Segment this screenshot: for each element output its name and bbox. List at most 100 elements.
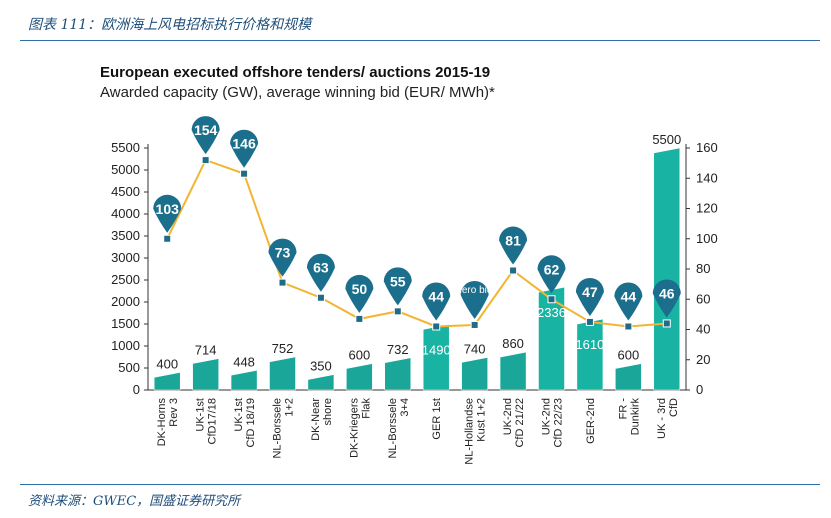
capacity-bar-label: 714 bbox=[195, 343, 217, 358]
x-axis-category-label: NL-Borssele 3+4 bbox=[387, 398, 411, 459]
x-axis-category-label: UK - 3rd CfD bbox=[656, 398, 680, 439]
bid-price-label: 44 bbox=[428, 288, 444, 304]
bid-price-marker bbox=[163, 234, 172, 243]
bid-price-bubble bbox=[537, 255, 566, 294]
left-axis-tick-label: 4500 bbox=[111, 184, 140, 199]
bid-price-line bbox=[166, 158, 667, 328]
x-axis-category-label-line: DK-Kriegers bbox=[348, 398, 360, 458]
capacity-bar-label: 600 bbox=[618, 348, 640, 363]
bid-price-label: 44 bbox=[621, 288, 637, 304]
x-axis-category-label: GER 1st bbox=[431, 398, 443, 440]
left-axis-tick-label: 5500 bbox=[111, 140, 140, 155]
x-axis-category-label: NL-Borssele 1+2 bbox=[272, 398, 296, 459]
capacity-bar bbox=[461, 357, 488, 391]
combo-chart: 0500100015002000250030003500400045005000… bbox=[111, 116, 718, 465]
capacity-bar bbox=[653, 147, 681, 391]
bid-price-bubble bbox=[191, 116, 220, 155]
x-axis-category-label: DK-Horns Rev 3 bbox=[156, 398, 180, 447]
figure-source: 资料来源：GWEC，国盛证券研究所 bbox=[28, 494, 241, 509]
capacity-bar bbox=[346, 363, 373, 391]
x-axis-category-label: UK-1st CfD 18/19 bbox=[233, 398, 257, 448]
capacity-bar bbox=[538, 286, 565, 391]
x-axis-category-label-line: Dunkirk bbox=[629, 398, 641, 436]
x-axis-category-label-line: UK-2nd bbox=[502, 398, 514, 435]
x-axis-category-label-line: NL-Borssele bbox=[272, 398, 284, 459]
bid-price-marker bbox=[201, 156, 210, 165]
right-axis-tick-label: 0 bbox=[696, 382, 703, 397]
x-axis-category-label-line: UK-2nd bbox=[541, 398, 553, 435]
left-axis-tick-label: 3500 bbox=[111, 228, 140, 243]
x-axis-category-label-line: 3+4 bbox=[399, 398, 411, 417]
capacity-bar-label: 400 bbox=[156, 356, 178, 371]
header-rule bbox=[20, 40, 820, 41]
x-axis-category-label-line: UK - 3rd bbox=[656, 398, 668, 439]
x-axis-category-label-line: shore bbox=[322, 398, 334, 426]
left-axis-tick-label: 4000 bbox=[111, 206, 140, 221]
capacity-bar bbox=[307, 374, 335, 391]
bid-price-marker bbox=[470, 320, 479, 329]
capacity-bar-label: 5500 bbox=[652, 132, 681, 147]
x-axis-category-label: NL-Hollandse Kust 1+2 bbox=[464, 398, 488, 465]
bid-price-label: 73 bbox=[275, 245, 291, 261]
left-axis-tick-label: 2000 bbox=[111, 294, 140, 309]
bid-price-bubble bbox=[306, 253, 335, 292]
bid-price-marker bbox=[662, 319, 671, 328]
capacity-bar bbox=[384, 357, 412, 391]
capacity-bar-label: 732 bbox=[387, 342, 409, 357]
bid-price-bubble bbox=[575, 277, 604, 316]
right-axis-tick-label: 100 bbox=[696, 231, 718, 246]
bid-price-marker bbox=[316, 293, 325, 302]
right-axis-tick-label: 140 bbox=[696, 170, 718, 185]
capacity-bar bbox=[192, 358, 219, 391]
bid-price-label: 146 bbox=[232, 136, 256, 152]
bid-price-label: 46 bbox=[659, 285, 675, 301]
bid-price-label: 55 bbox=[390, 273, 406, 289]
bid-price-bubble bbox=[422, 282, 451, 321]
capacity-bar-label: 860 bbox=[502, 336, 524, 351]
figure-caption: 图表 111：欧洲海上风电招标执行价格和规模 bbox=[28, 17, 312, 33]
right-axis-tick-label: 40 bbox=[696, 322, 710, 337]
bid-price-bubble bbox=[345, 274, 374, 313]
x-axis-category-label-line: CfD17/18 bbox=[207, 398, 219, 444]
capacity-bar-label: 1490 bbox=[422, 342, 451, 357]
x-axis-category-label-line: Kust 1+2 bbox=[476, 398, 488, 442]
capacity-bar-label: 448 bbox=[233, 354, 255, 369]
left-axis-tick-label: 2500 bbox=[111, 272, 140, 287]
figure-header: 图表 111：欧洲海上风电招标执行价格和规模 bbox=[0, 0, 831, 40]
capacity-bar-label: 1610 bbox=[575, 337, 604, 352]
x-axis-category-label-line: NL-Borssele bbox=[387, 398, 399, 459]
x-axis-category-label-line: NL-Hollandse bbox=[464, 398, 476, 465]
x-axis-category-label: DK-Near shore bbox=[310, 398, 334, 441]
right-axis-tick-label: 80 bbox=[696, 261, 710, 276]
right-axis-tick-label: 60 bbox=[696, 291, 710, 306]
capacity-bar bbox=[269, 356, 296, 391]
left-axis-tick-label: 1000 bbox=[111, 338, 140, 353]
bid-price-bubble bbox=[614, 282, 643, 321]
x-axis-category-label-line: CfD 21/22 bbox=[514, 398, 526, 448]
x-axis-category-label: UK-1st CfD17/18 bbox=[195, 398, 219, 444]
right-axis-tick-label: 20 bbox=[696, 352, 710, 367]
bid-price-marker bbox=[585, 317, 594, 326]
right-axis-tick-label: 120 bbox=[696, 201, 718, 216]
bid-price-marker bbox=[240, 169, 249, 178]
bid-price-bubble bbox=[153, 194, 182, 233]
bid-price-marker bbox=[547, 295, 556, 304]
bid-price-marker bbox=[624, 322, 633, 331]
x-axis-category-label: FR - Dunkirk bbox=[617, 398, 641, 436]
left-axis-tick-label: 1500 bbox=[111, 316, 140, 331]
bid-price-marker bbox=[432, 322, 441, 331]
bid-price-bubble bbox=[383, 267, 412, 306]
bid-price-label: 50 bbox=[352, 281, 368, 297]
bid-price-bubble bbox=[460, 280, 489, 319]
x-axis-category-label-line: CfD 18/19 bbox=[245, 398, 257, 448]
bid-price-bubble bbox=[230, 129, 259, 168]
left-axis-tick-label: 5000 bbox=[111, 162, 140, 177]
capacity-bar-label: 740 bbox=[464, 341, 486, 356]
bid-price-bubble bbox=[499, 226, 528, 265]
bid-price-bubble bbox=[268, 238, 297, 277]
bid-price-marker bbox=[278, 278, 287, 287]
x-axis-category-label-line: FR - bbox=[617, 398, 629, 420]
bid-price-label: 103 bbox=[156, 201, 180, 217]
left-axis-tick-label: 500 bbox=[118, 360, 140, 375]
x-axis-category-label-line: GER-2nd bbox=[585, 398, 597, 444]
